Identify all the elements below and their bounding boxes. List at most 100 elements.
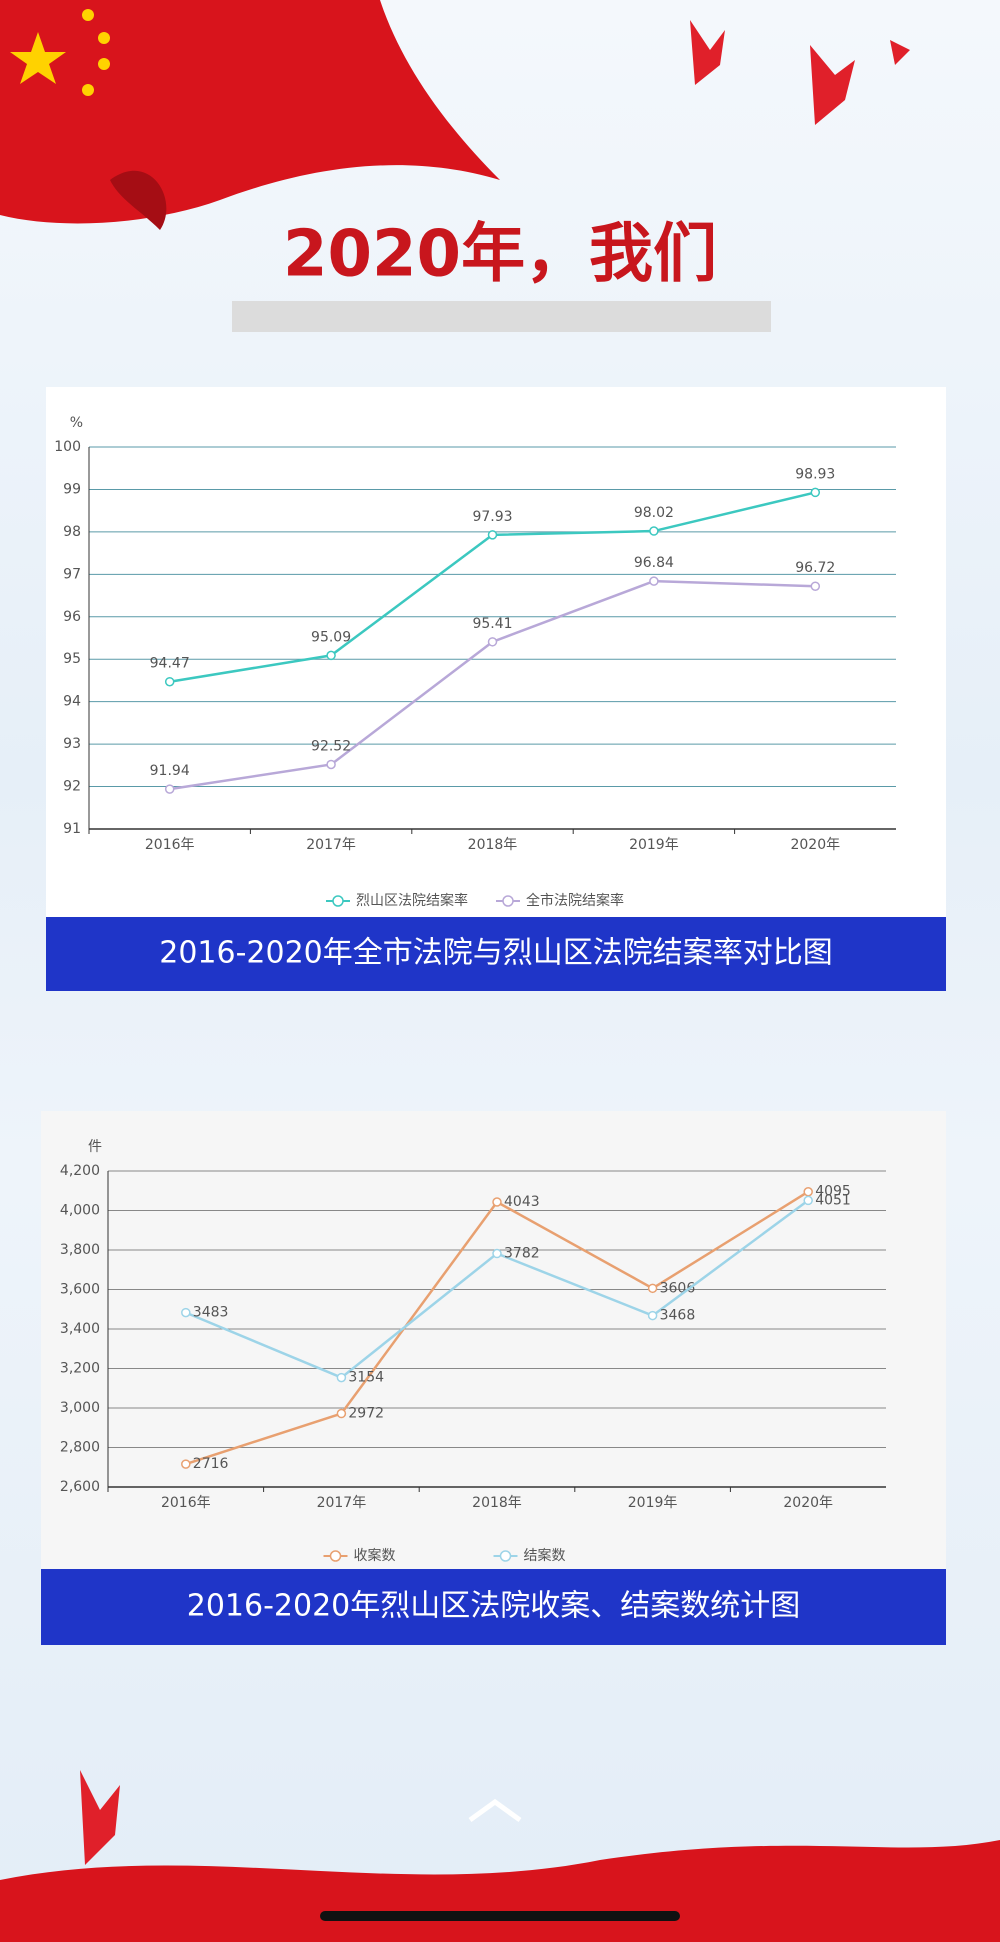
legend-label: 全市法院结案率 <box>526 892 624 909</box>
point <box>803 1186 813 1197</box>
x-tick-label: 2017年 <box>317 1495 367 1511</box>
data-label: 2972 <box>348 1406 384 1422</box>
x-tick-label: 2020年 <box>783 1495 833 1511</box>
data-label: 4095 <box>815 1184 851 1200</box>
data-label: 96.84 <box>634 555 674 571</box>
data-label: 3483 <box>193 1305 229 1321</box>
y-tick-label: 4,000 <box>60 1203 100 1219</box>
bird <box>890 40 910 65</box>
caption: 2016-2020年烈山区法院收案、结案数统计图 <box>187 1589 801 1624</box>
x-tick-label: 2018年 <box>472 1495 522 1511</box>
data-label: 91.94 <box>150 763 190 779</box>
x-tick-label: 2018年 <box>468 837 518 853</box>
point <box>181 1307 191 1318</box>
point <box>487 637 498 647</box>
chart-panel <box>41 1111 946 1569</box>
data-label: 3468 <box>660 1308 696 1324</box>
bird <box>80 1770 120 1865</box>
data-label: 3782 <box>504 1246 540 1262</box>
data-label: 3606 <box>660 1280 696 1296</box>
point <box>492 1197 502 1207</box>
point <box>803 1195 813 1206</box>
point <box>649 526 659 536</box>
bird <box>810 45 855 125</box>
data-label: 4043 <box>504 1194 540 1210</box>
point <box>810 487 821 498</box>
y-tick-label: 98 <box>63 524 81 540</box>
data-label: 2716 <box>193 1456 229 1472</box>
legend-label: 结案数 <box>524 1547 566 1564</box>
point <box>336 1408 347 1419</box>
point <box>647 1310 658 1321</box>
y-tick-label: 96 <box>63 609 81 625</box>
point <box>810 581 821 591</box>
y-tick-label: 3,800 <box>60 1242 100 1258</box>
caption-bar <box>46 917 946 991</box>
flag <box>0 0 500 224</box>
y-tick-label: 3,200 <box>60 1361 100 1377</box>
y-tick-label: 100 <box>54 439 81 455</box>
data-label: 4051 <box>815 1192 851 1208</box>
placeholder-bar <box>232 301 771 332</box>
point <box>647 1283 658 1294</box>
x-tick-label: 2019年 <box>628 1495 678 1511</box>
y-tick-label: 3,000 <box>60 1400 100 1416</box>
caption-bar <box>41 1569 946 1645</box>
y-tick-label: 92 <box>63 779 81 795</box>
y-tick-label: 91 <box>63 821 81 837</box>
up-arrow[interactable] <box>468 1798 522 1823</box>
y-unit: % <box>70 415 83 431</box>
data-label: 95.41 <box>472 616 512 632</box>
legend-marker <box>499 1550 512 1562</box>
x-tick-label: 2019年 <box>629 837 679 853</box>
data-label: 97.93 <box>472 509 512 525</box>
bird <box>690 20 725 85</box>
legend-marker <box>332 895 344 907</box>
x-tick-label: 2017年 <box>306 837 356 853</box>
point <box>326 759 336 770</box>
point <box>164 784 175 794</box>
caption: 2016-2020年全市法院与烈山区法院结案率对比图 <box>159 936 833 971</box>
legend-marker <box>502 895 514 907</box>
point <box>181 1459 191 1469</box>
star <box>98 32 110 44</box>
star <box>82 84 94 96</box>
point <box>492 1248 502 1259</box>
y-tick-label: 95 <box>63 651 81 667</box>
flag-fold <box>110 170 167 230</box>
legend-label: 收案数 <box>354 1547 396 1564</box>
point <box>487 530 498 540</box>
data-label: 94.47 <box>150 656 190 672</box>
x-tick-label: 2020年 <box>790 837 840 853</box>
legend-label: 烈山区法院结案率 <box>356 892 468 909</box>
y-tick-label: 2,800 <box>60 1440 100 1456</box>
y-tick-label: 3,600 <box>60 1282 100 1298</box>
y-tick-label: 94 <box>63 694 81 710</box>
data-label: 98.93 <box>795 466 835 482</box>
y-tick-label: 3,400 <box>60 1321 100 1337</box>
home-indicator <box>320 1911 680 1921</box>
point <box>336 1372 347 1383</box>
y-tick-label: 99 <box>63 481 81 497</box>
star <box>10 32 66 84</box>
data-label: 95.09 <box>311 629 351 645</box>
data-label: 92.52 <box>311 738 351 754</box>
x-tick-label: 2016年 <box>145 837 195 853</box>
y-tick-label: 2,600 <box>60 1479 100 1495</box>
star <box>82 9 94 21</box>
star <box>98 58 110 70</box>
y-unit: 件 <box>88 1139 102 1155</box>
point <box>326 650 336 661</box>
y-tick-label: 4,200 <box>60 1163 100 1179</box>
x-tick-label: 2016年 <box>161 1495 211 1511</box>
point <box>164 676 175 687</box>
data-label: 3154 <box>348 1370 384 1386</box>
point <box>649 576 659 586</box>
legend-marker <box>329 1550 342 1562</box>
y-tick-label: 97 <box>63 566 81 582</box>
heading: 2020年，我们 <box>283 218 717 292</box>
data-label: 96.72 <box>795 560 835 576</box>
y-tick-label: 93 <box>63 736 81 752</box>
